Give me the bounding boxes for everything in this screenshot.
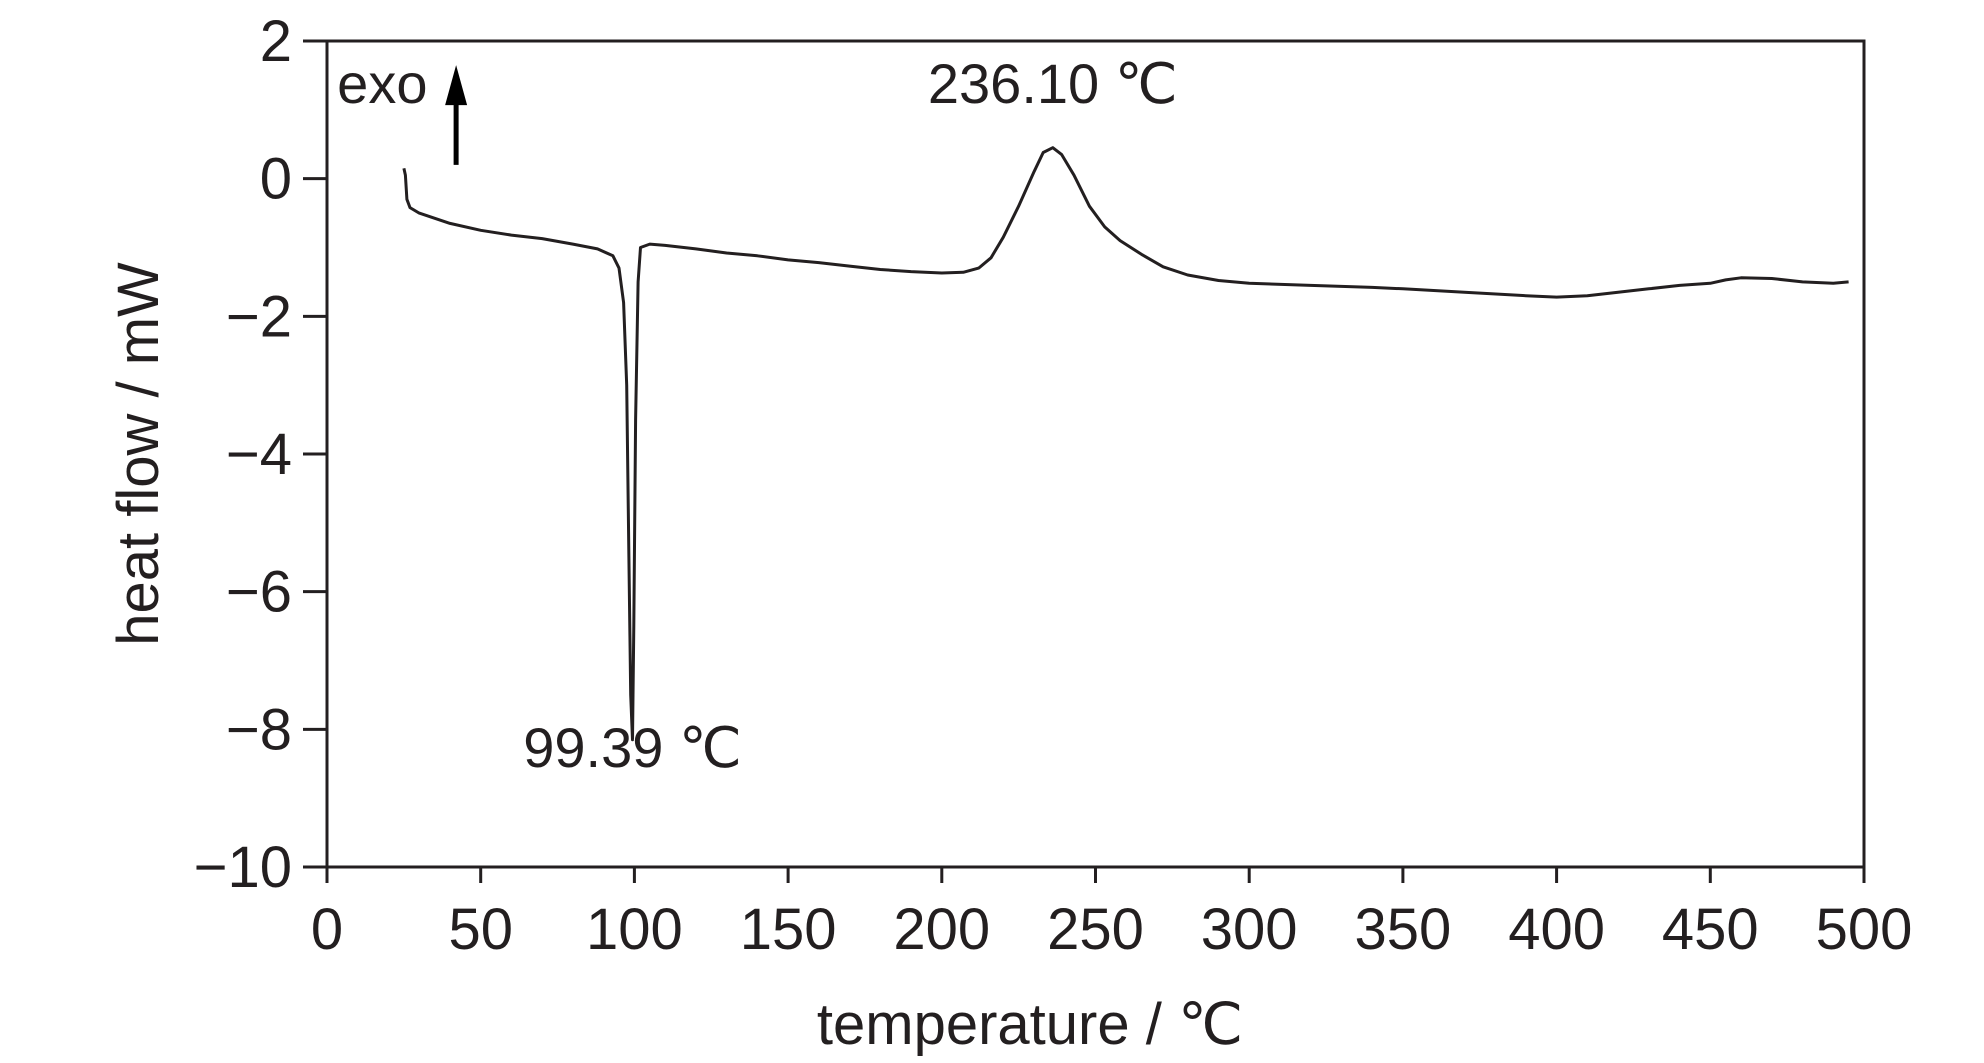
x-tick-label: 0 [311,897,343,962]
x-tick-label: 400 [1508,897,1605,962]
x-axis-title: temperature / ℃ [817,992,1243,1057]
y-axis-ticks: 2 0 −2 −4 −6 −8 −10 [194,9,327,900]
x-tick-label: 250 [1047,897,1144,962]
exo-label-annotation: exo [337,52,427,115]
annotation-layer: exo 99.39 ℃ 236.10 ℃ [337,52,1177,779]
y-tick-label: −6 [226,560,292,625]
y-tick-label: 2 [260,9,292,74]
y-tick-label: −2 [226,284,292,349]
y-tick-label: −10 [194,835,292,900]
x-tick-label: 150 [740,897,837,962]
y-tick-label: 0 [260,147,292,212]
x-tick-label: 50 [448,897,513,962]
peak-endo-annotation: 99.39 ℃ [523,716,742,779]
dsc-curve [402,146,1849,742]
y-axis-title: heat flow / mW [106,262,171,646]
x-tick-label: 300 [1201,897,1298,962]
x-tick-label: 500 [1816,897,1913,962]
series-layer [402,146,1849,742]
y-tick-label: −4 [226,422,292,487]
x-tick-label: 100 [586,897,683,962]
peak-exo-annotation: 236.10 ℃ [928,52,1178,115]
exo-arrow-head [445,65,468,106]
x-tick-label: 350 [1355,897,1452,962]
x-tick-label: 200 [893,897,990,962]
x-axis-ticks: 0 50 100 150 200 250 300 350 400 450 500 [311,867,1913,962]
x-tick-label: 450 [1662,897,1759,962]
y-tick-label: −8 [226,697,292,762]
